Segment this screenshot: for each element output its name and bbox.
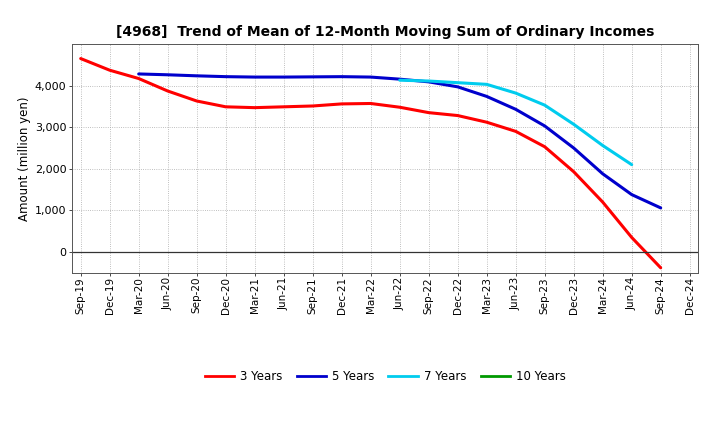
Title: [4968]  Trend of Mean of 12-Month Moving Sum of Ordinary Incomes: [4968] Trend of Mean of 12-Month Moving … xyxy=(116,25,654,39)
Legend: 3 Years, 5 Years, 7 Years, 10 Years: 3 Years, 5 Years, 7 Years, 10 Years xyxy=(200,366,570,388)
Y-axis label: Amount (million yen): Amount (million yen) xyxy=(18,96,31,220)
